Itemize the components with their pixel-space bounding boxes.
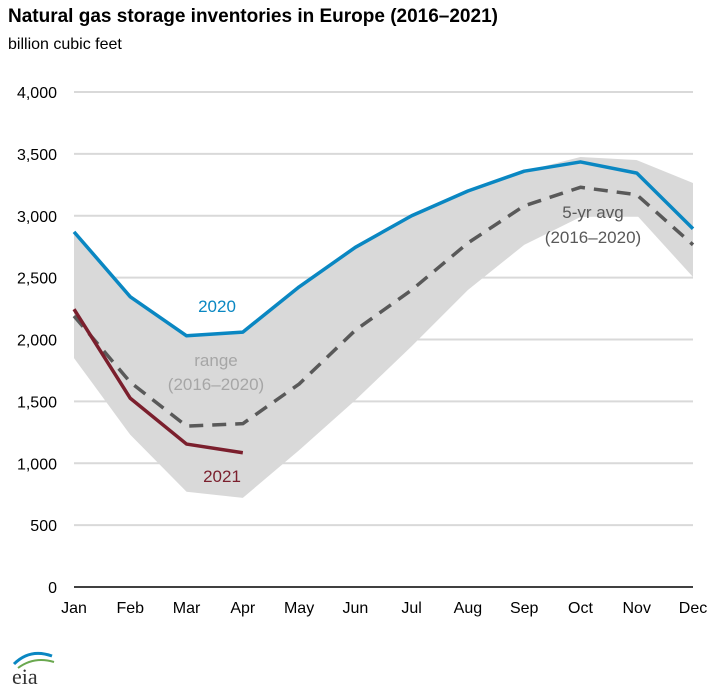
y-tick-label: 4,000	[17, 85, 57, 102]
svg-text:eia: eia	[12, 664, 38, 688]
x-tick-label: Apr	[230, 600, 256, 617]
label-2020: 2020	[198, 297, 236, 316]
label-range-line2: (2016–2020)	[168, 375, 264, 394]
x-tick-label: Jul	[401, 600, 421, 617]
series-line-5yr-avg	[72, 185, 695, 428]
eia-logo: eia	[12, 651, 55, 688]
series-line-2021	[72, 308, 244, 455]
y-tick-label: 3,000	[17, 209, 57, 226]
y-tick-label: 3,500	[17, 147, 57, 164]
x-tick-label: Sep	[510, 600, 539, 617]
x-tick-label: Jun	[342, 600, 368, 617]
chart-title: Natural gas storage inventories in Europ…	[8, 6, 498, 27]
range-area	[74, 156, 693, 498]
chart-subtitle: billion cubic feet	[8, 36, 122, 53]
y-tick-label: 500	[30, 518, 57, 535]
label-2021: 2021	[203, 467, 241, 486]
x-tick-label: Mar	[173, 600, 201, 617]
y-tick-label: 1,500	[17, 394, 57, 411]
y-tick-label: 2,500	[17, 271, 57, 288]
x-tick-label: Dec	[679, 600, 707, 617]
label-5yr-line2: (2016–2020)	[545, 228, 641, 247]
x-tick-label: Feb	[116, 600, 144, 617]
x-tick-label: Jan	[61, 600, 87, 617]
series-line-2020	[72, 160, 695, 338]
x-tick-label: Nov	[623, 600, 651, 617]
x-tick-label: Oct	[568, 600, 593, 617]
y-tick-label: 1,000	[17, 456, 57, 473]
y-tick-label: 0	[48, 580, 57, 597]
x-tick-label: Aug	[454, 600, 482, 617]
label-range-line1: range	[194, 351, 237, 370]
y-tick-label: 2,000	[17, 333, 57, 350]
label-5yr-line1: 5-yr avg	[562, 203, 623, 222]
x-tick-label: May	[284, 600, 314, 617]
